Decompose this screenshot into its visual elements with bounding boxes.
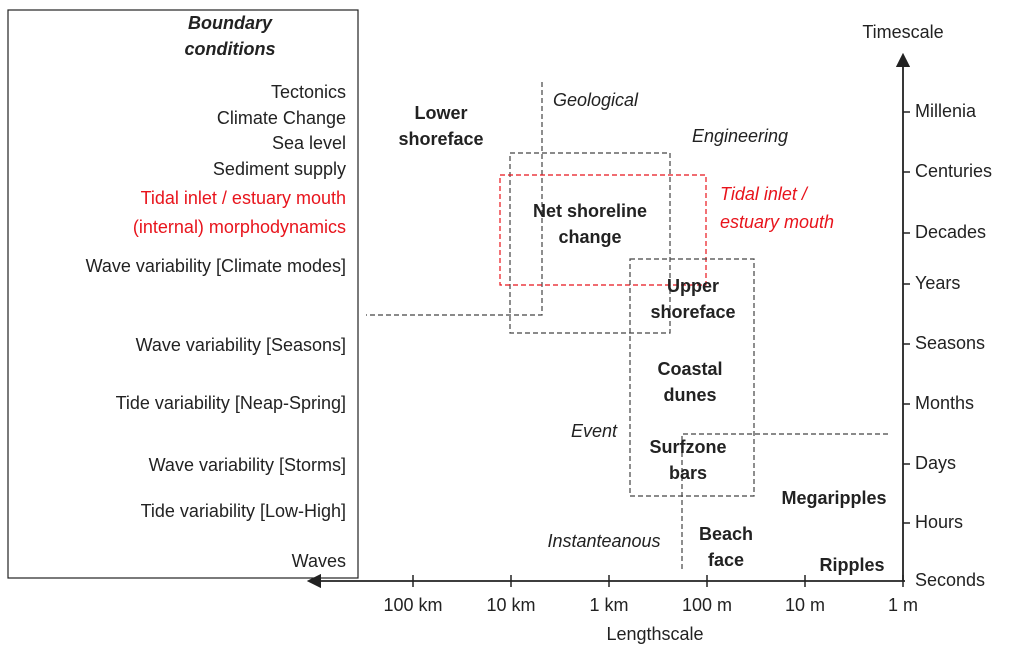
y-tick-label: Months [915,393,974,413]
y-tick-label: Seasons [915,333,985,353]
feature-label: Net shoreline [533,201,647,221]
feature-label: change [558,227,621,247]
feature-label: Lower [414,103,467,123]
y-tick-label: Hours [915,512,963,532]
x-tick-label: 10 m [785,595,825,615]
feature-label: dunes [663,385,716,405]
y-tick-label: Millenia [915,101,977,121]
y-tick-label: Years [915,273,960,293]
feature-label: Surfzone [649,437,726,457]
event-box [629,258,755,497]
boundary-item: Waves [292,551,346,571]
y-axis-label: Timescale [862,22,943,42]
x-tick-label: 1 m [888,595,918,615]
feature-label: Beach [699,524,753,544]
boundary-title: Boundary [188,13,273,33]
x-tick-label: 100 km [383,595,442,615]
feature-label: shoreface [650,302,735,322]
feature-label: face [708,550,744,570]
engineering-box [509,152,671,334]
y-tick-label: Decades [915,222,986,242]
feature-label: Upper [667,276,719,296]
regime-label: Tidal inlet / [720,184,809,204]
x-tick-label: 10 km [486,595,535,615]
regime-label: estuary mouth [720,212,834,232]
tidal-inlet-box [499,174,707,286]
regime-label: Engineering [692,126,788,146]
feature-label: bars [669,463,707,483]
boundary-item: Wave variability [Seasons] [136,335,346,355]
x-axis-label: Lengthscale [606,624,703,644]
boundary-title: conditions [185,39,276,59]
boundary-item: Climate Change [217,108,346,128]
regime-label: Instanteanous [547,531,660,551]
feature-label: Coastal [657,359,722,379]
boundary-item: Tide variability [Low-High] [141,501,346,521]
boundary-item: Wave variability [Storms] [149,455,346,475]
regime-label: Geological [553,90,639,110]
instantaneous-boundary [681,433,888,570]
boundary-item: (internal) morphodynamics [133,217,346,237]
boundary-box [7,9,359,579]
feature-label: Ripples [819,555,884,575]
geological-boundary [366,82,543,316]
feature-label: shoreface [398,129,483,149]
regime-label: Event [571,421,618,441]
y-tick-label: Days [915,453,956,473]
boundary-item: Tide variability [Neap-Spring] [116,393,346,413]
x-tick-label: 100 m [682,595,732,615]
boundary-item: Wave variability [Climate modes] [86,256,346,276]
feature-label: Megaripples [781,488,886,508]
boundary-item: Sea level [272,133,346,153]
boundary-item: Tidal inlet / estuary mouth [141,188,346,208]
y-tick-label: Seconds [915,570,985,590]
boundary-item: Sediment supply [213,159,346,179]
x-tick-label: 1 km [589,595,628,615]
boundary-item: Tectonics [271,82,346,102]
y-tick-label: Centuries [915,161,992,181]
